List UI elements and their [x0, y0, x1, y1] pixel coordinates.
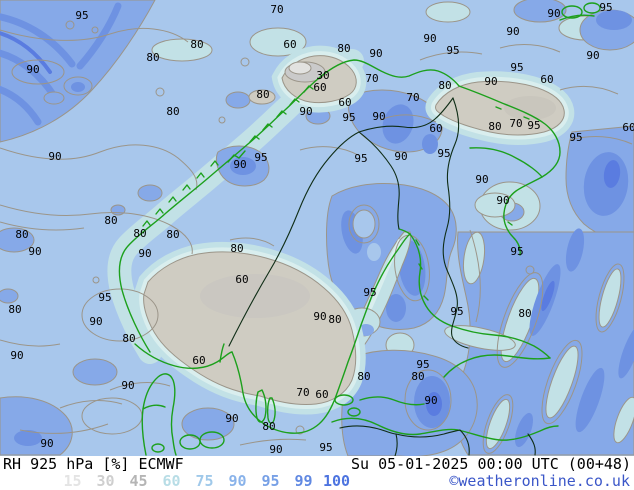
contour-label: 95: [446, 44, 459, 57]
scale-value-45: 45: [129, 472, 148, 490]
contour-label: 90: [506, 25, 519, 38]
contour-label: 90: [475, 173, 488, 186]
contour-label: 90: [586, 49, 599, 62]
contour-label: 95: [98, 291, 111, 304]
contour-label: 90: [269, 443, 282, 456]
contour-label: 80: [411, 370, 424, 383]
contour-label: 90: [372, 110, 385, 123]
contour-label: 90: [26, 63, 39, 76]
contour-label: 90: [225, 412, 238, 425]
contour-label: 90: [233, 158, 246, 171]
contour-label: 90: [369, 47, 382, 60]
contour-label: 90: [40, 437, 53, 450]
contour-label: 70: [406, 91, 419, 104]
contour-label: 80: [488, 120, 501, 133]
contour-label: 95: [510, 61, 523, 74]
scale-value-75: 75: [195, 472, 214, 490]
contour-label: 90: [299, 105, 312, 118]
scale-value-15: 15: [63, 472, 82, 490]
contour-label: 95: [437, 147, 450, 160]
contour-label: 60: [622, 121, 634, 134]
contour-label: 95: [75, 9, 88, 22]
contour-label: 60: [283, 38, 296, 51]
contour-label: 60: [540, 73, 553, 86]
contour-label: 80: [438, 79, 451, 92]
contour-label: 95: [527, 119, 540, 132]
contour-label: 90: [547, 7, 560, 20]
scale-value-100: 100: [322, 472, 351, 490]
contour-label: 80: [146, 51, 159, 64]
contour-label: 70: [365, 72, 378, 85]
contour-label: 80: [166, 228, 179, 241]
contour-label: 80: [256, 88, 269, 101]
contour-lines: [0, 20, 633, 454]
humidity-scale: 15 30 45 60 75 90 95 99 100: [0, 473, 353, 490]
contour-label: 60: [429, 122, 442, 135]
contour-label: 80: [133, 227, 146, 240]
contour-label: 90: [28, 245, 41, 258]
contour-label: 80: [190, 38, 203, 51]
contour-label: 95: [599, 1, 612, 14]
contour-label: 90: [10, 349, 23, 362]
contour-label: 90: [121, 379, 134, 392]
contour-label: 70: [509, 117, 522, 130]
coastlines: [118, 2, 601, 456]
contour-label: 95: [342, 111, 355, 124]
contour-label: 80: [15, 228, 28, 241]
scale-value-60: 60: [162, 472, 181, 490]
scale-value-95: 95: [261, 472, 280, 490]
contour-label: 60: [313, 81, 326, 94]
contour-label: 80: [357, 370, 370, 383]
contour-label: 90: [394, 150, 407, 163]
contour-label: 70: [296, 386, 309, 399]
contour-label: 90: [424, 394, 437, 407]
scale-value-90: 90: [228, 472, 247, 490]
humidity-fields: [0, 0, 634, 456]
credit-link[interactable]: ©weatheronline.co.uk: [449, 472, 630, 490]
contour-label: 90: [496, 194, 509, 207]
contour-label: 90: [484, 75, 497, 88]
contour-label: 95: [416, 358, 429, 371]
contour-label: 80: [262, 420, 275, 433]
contour-label: 90: [313, 310, 326, 323]
contour-label: 95: [354, 152, 367, 165]
contour-label: 80: [104, 214, 117, 227]
contour-label: 95: [254, 151, 267, 164]
scale-value-99: 99: [294, 472, 313, 490]
contour-label: 80: [166, 105, 179, 118]
contour-label: 80: [122, 332, 135, 345]
contour-label: 80: [518, 307, 531, 320]
contour-label: 60: [235, 273, 248, 286]
contour-label: 80: [337, 42, 350, 55]
contour-label: 90: [423, 32, 436, 45]
contour-label: 60: [338, 96, 351, 109]
contour-label: 95: [569, 131, 582, 144]
contour-label: 95: [363, 286, 376, 299]
map-title: RH 925 hPa [%] ECMWF: [3, 455, 184, 473]
contour-label: 60: [192, 354, 205, 367]
contour-label: 90: [48, 150, 61, 163]
contour-label: 60: [315, 388, 328, 401]
contour-label: 90: [89, 315, 102, 328]
weather-map: 95 70 80 60 80 90 80 90 80 90 95 90 80 90 95 90 90 80 90 95…: [0, 0, 634, 456]
contour-label: 95: [319, 441, 332, 454]
contour-label: 80: [230, 242, 243, 255]
contour-label: 95: [510, 245, 523, 258]
scale-value-30: 30: [96, 472, 115, 490]
contour-label: 80: [328, 313, 341, 326]
map-datetime: Su 05-01-2025 00:00 UTC (00+48): [351, 455, 631, 473]
contour-label: 95: [450, 305, 463, 318]
contour-label: 70: [270, 3, 283, 16]
country-borders: [228, 97, 536, 456]
contour-label: 90: [138, 247, 151, 260]
contour-label: 80: [8, 303, 21, 316]
contour-label: 30: [316, 69, 329, 82]
footer: RH 925 hPa [%] ECMWF Su 05-01-2025 00:00…: [0, 456, 634, 490]
